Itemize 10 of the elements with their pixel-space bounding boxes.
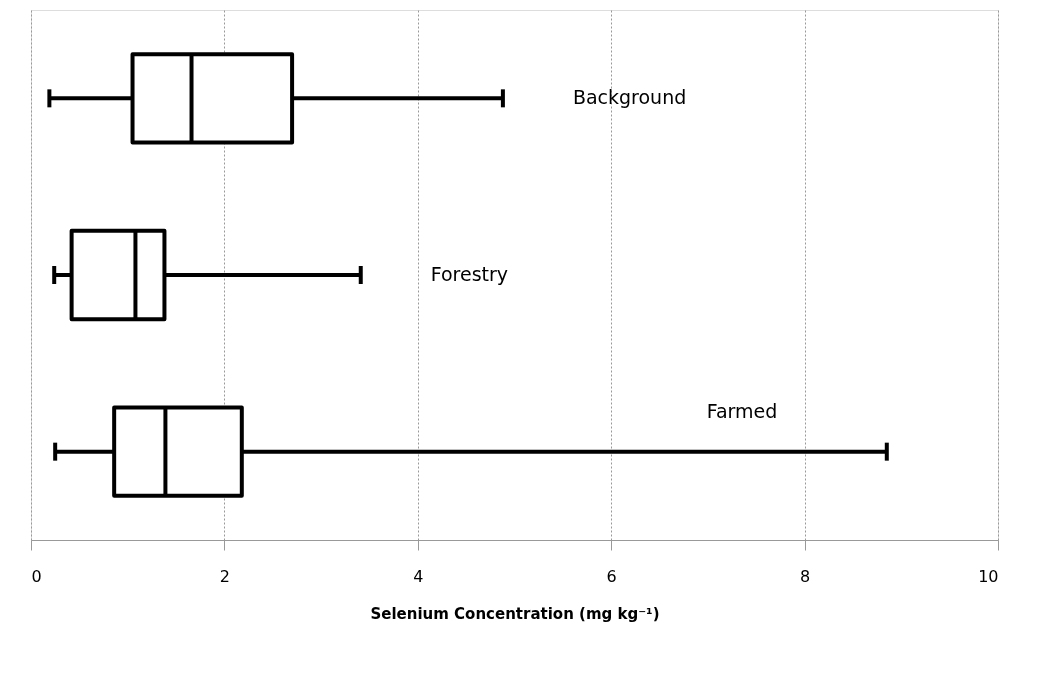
y-tick-label: Farmed	[706, 399, 778, 422]
x-tick-label: 4	[413, 566, 424, 586]
x-axis-title: Selenium Concentration (mg kg⁻¹)	[370, 604, 660, 623]
x-tick-label: 0	[31, 566, 42, 586]
y-tick-label: Forestry	[430, 263, 509, 285]
x-tick-label: 2	[219, 566, 230, 586]
x-tick-label: 10	[978, 566, 999, 586]
x-tick-label: 8	[800, 566, 811, 586]
y-tick-label: Background	[572, 86, 687, 109]
x-tick-label: 6	[606, 566, 617, 586]
